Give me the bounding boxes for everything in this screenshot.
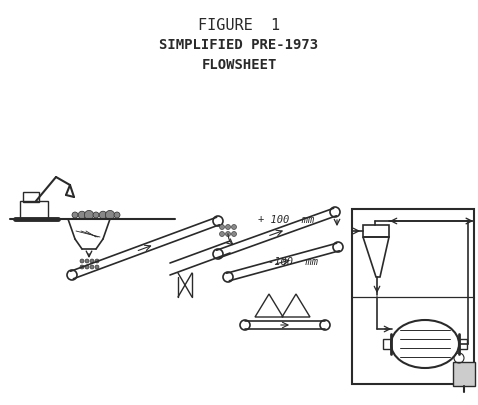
Circle shape — [80, 259, 84, 263]
Circle shape — [99, 212, 107, 219]
Circle shape — [226, 232, 230, 237]
Text: + 100  mm: + 100 mm — [258, 215, 314, 224]
Bar — [23, 192, 39, 202]
Circle shape — [219, 225, 225, 230]
Circle shape — [85, 259, 89, 263]
Circle shape — [85, 265, 89, 269]
Circle shape — [85, 211, 94, 220]
Circle shape — [93, 213, 99, 218]
Circle shape — [231, 232, 237, 237]
Bar — [459, 339, 467, 349]
Bar — [363, 226, 389, 237]
Circle shape — [72, 213, 78, 218]
Circle shape — [95, 259, 99, 263]
Circle shape — [80, 265, 84, 269]
Circle shape — [95, 265, 99, 269]
Bar — [352, 209, 474, 384]
Circle shape — [226, 225, 230, 230]
Text: SIMPLIFIED PRE-1973: SIMPLIFIED PRE-1973 — [160, 38, 318, 52]
Bar — [453, 362, 475, 386]
Circle shape — [90, 259, 94, 263]
Circle shape — [78, 212, 86, 219]
Bar — [383, 339, 391, 349]
Text: FIGURE  1: FIGURE 1 — [198, 18, 280, 33]
Circle shape — [231, 225, 237, 230]
Text: -100  mm: -100 mm — [268, 256, 318, 266]
Circle shape — [106, 211, 115, 220]
Bar — [20, 202, 48, 220]
Text: FLOWSHEET: FLOWSHEET — [201, 58, 277, 72]
Circle shape — [114, 213, 120, 218]
Circle shape — [90, 265, 94, 269]
Circle shape — [219, 232, 225, 237]
